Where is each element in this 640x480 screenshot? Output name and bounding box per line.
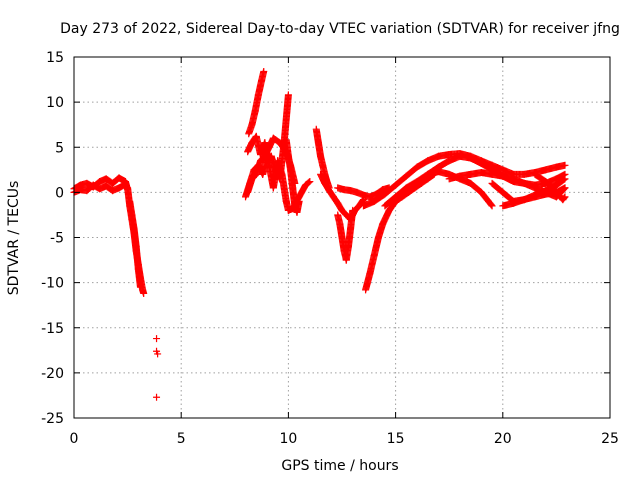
data-point: [561, 184, 569, 192]
data-point: [153, 335, 161, 343]
data-point: [560, 176, 568, 184]
x-tick-label: 10: [279, 431, 297, 447]
y-tick-label: 10: [46, 95, 64, 111]
x-tick-label: 25: [601, 431, 619, 447]
x-tick-label: 15: [387, 431, 405, 447]
axis-ticks: 0 5 10 15 20 25 -25 -20 -15 -10 -5 0 5 10 15: [41, 50, 619, 447]
data-point: [561, 161, 569, 169]
y-tick-label: -15: [41, 321, 64, 337]
data-point: [140, 289, 148, 297]
data-points: [70, 67, 569, 401]
y-tick-label: -5: [50, 231, 64, 247]
grid-lines: [74, 57, 610, 418]
y-tick-label: 15: [46, 50, 64, 66]
data-point: [487, 201, 495, 209]
y-axis-label: SDTVAR / TECUs: [6, 181, 22, 296]
data-point: [154, 350, 162, 358]
data-point: [295, 197, 303, 205]
y-tick-label: -10: [41, 276, 64, 292]
data-point: [260, 67, 268, 75]
data-point: [560, 194, 568, 202]
data-point: [561, 175, 569, 183]
data-point: [306, 178, 314, 186]
data-point: [304, 179, 312, 187]
data-point: [284, 91, 292, 99]
data-point: [305, 178, 313, 186]
y-tick-label: 0: [55, 185, 64, 201]
x-tick-label: 5: [177, 431, 186, 447]
x-axis-label: GPS time / hours: [281, 458, 398, 474]
data-point: [561, 193, 569, 201]
data-point: [121, 180, 129, 188]
y-tick-label: -20: [41, 366, 64, 382]
data-point: [153, 393, 161, 401]
data-point: [136, 283, 144, 291]
data-point: [349, 206, 357, 214]
data-point: [359, 196, 367, 204]
chart-title: Day 273 of 2022, Sidereal Day-to-day VTE…: [60, 21, 620, 37]
y-tick-label: -25: [41, 411, 64, 427]
data-point: [488, 202, 496, 210]
y-tick-label: 5: [55, 140, 64, 156]
x-tick-label: 20: [494, 431, 512, 447]
x-tick-label: 0: [70, 431, 79, 447]
